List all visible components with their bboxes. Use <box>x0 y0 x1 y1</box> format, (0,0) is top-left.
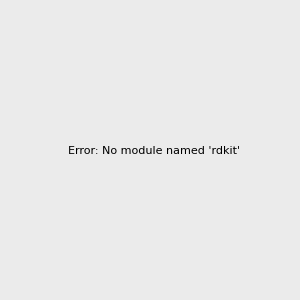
Text: Error: No module named 'rdkit': Error: No module named 'rdkit' <box>68 146 240 157</box>
